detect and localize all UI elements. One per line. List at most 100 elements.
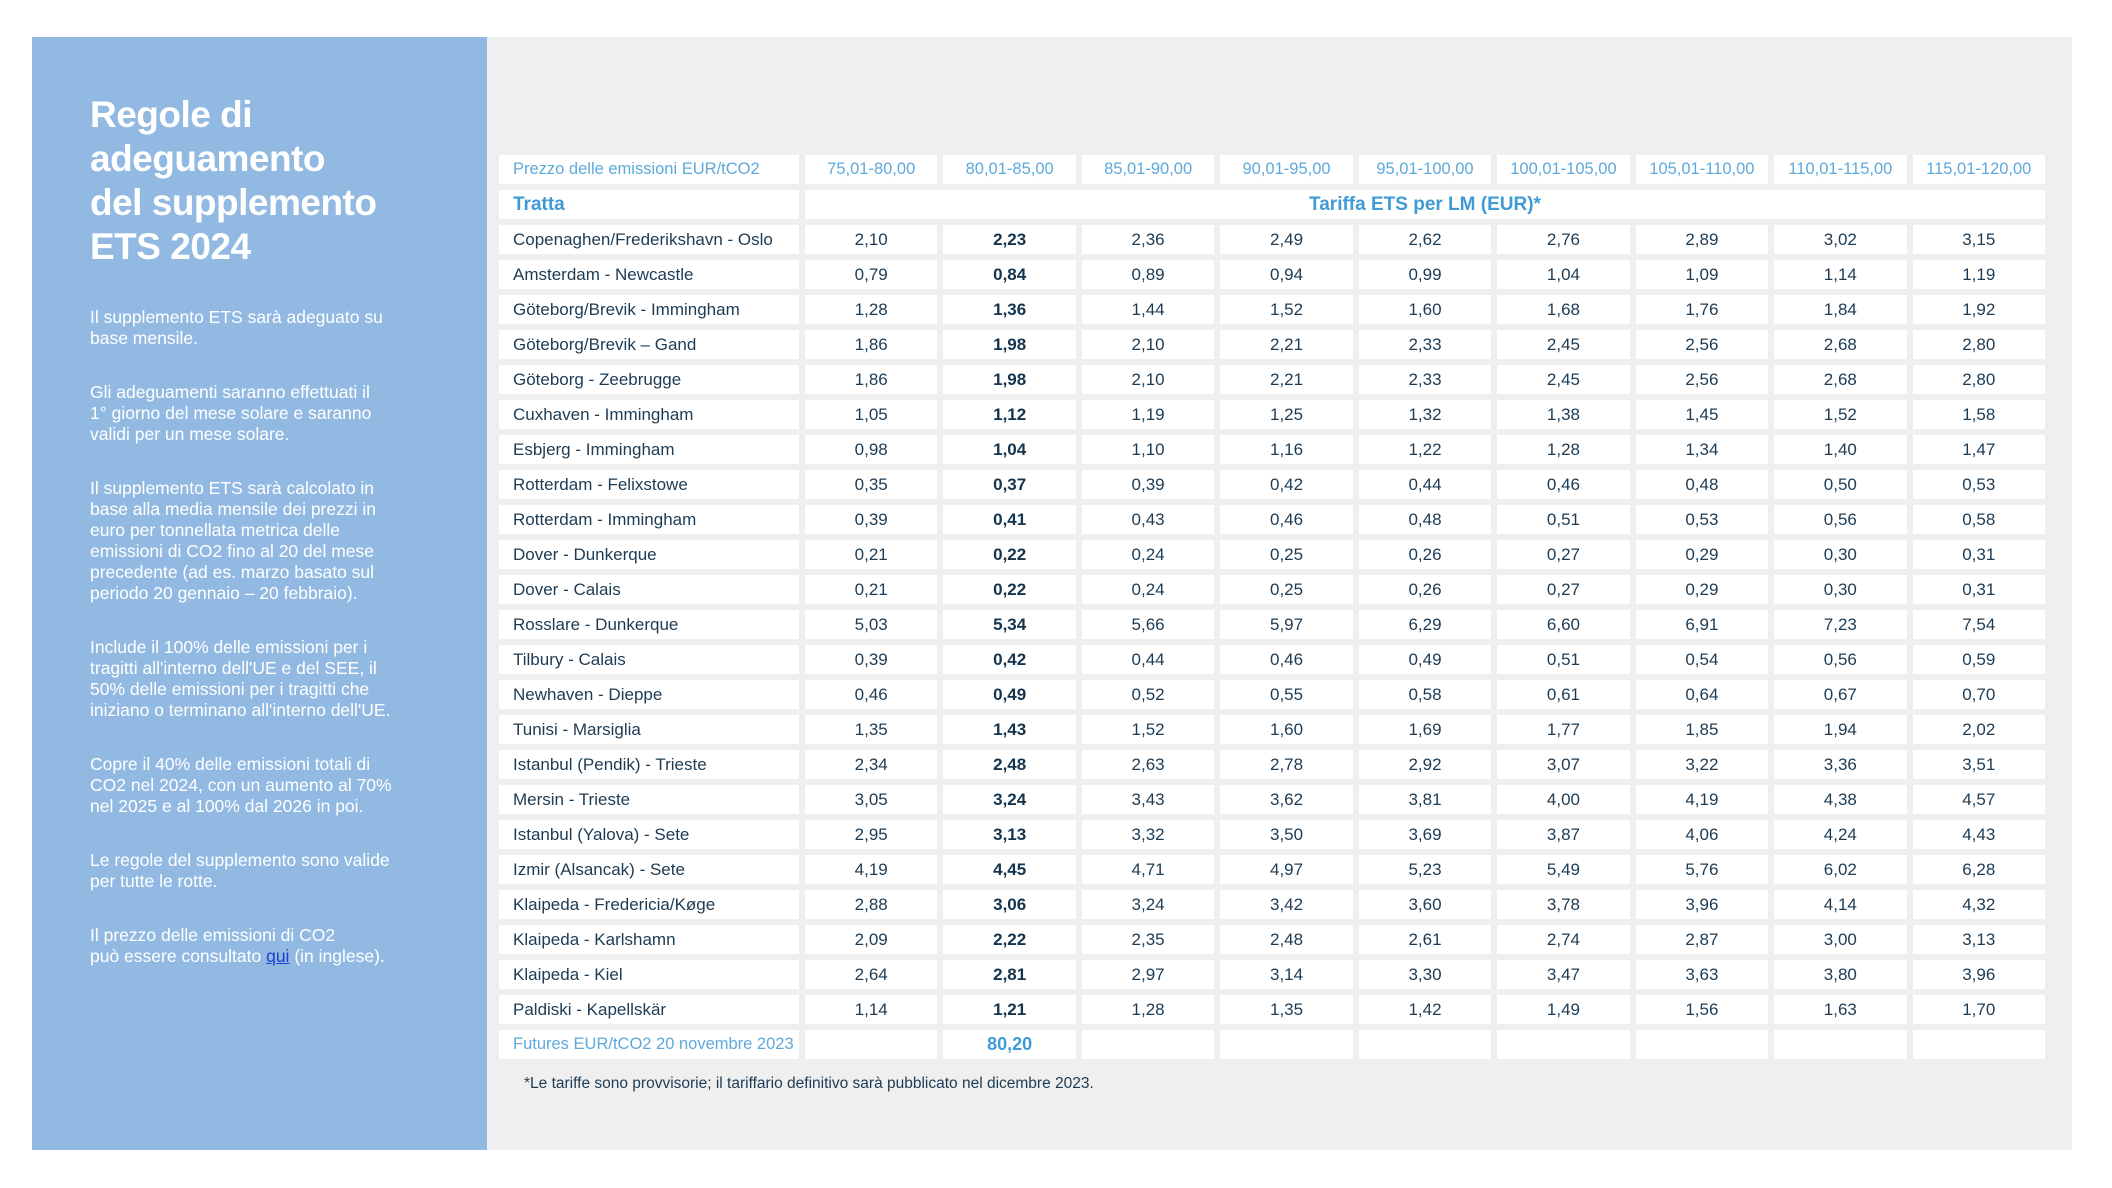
- tariff-cell: 0,42: [1220, 470, 1353, 499]
- tariff-cell: 0,41: [943, 505, 1076, 534]
- route-cell: Göteborg/Brevik - Immingham: [499, 295, 799, 324]
- tariff-cell: 2,10: [1081, 330, 1215, 359]
- tariff-cell: 0,30: [1774, 575, 1907, 604]
- tariff-cell: 1,19: [1912, 260, 2045, 289]
- futures-cell: 80,20: [943, 1030, 1076, 1059]
- tariff-cell: 4,32: [1912, 890, 2045, 919]
- tariff-cell: 4,38: [1774, 785, 1907, 814]
- tariff-cell: 1,32: [1358, 400, 1492, 429]
- tariff-cell: 1,04: [1497, 260, 1630, 289]
- tariff-cell: 2,45: [1497, 365, 1630, 394]
- route-cell: Copenaghen/Frederikshavn - Oslo: [499, 225, 799, 254]
- tariff-cell: 2,09: [805, 925, 938, 954]
- tariff-cell: 3,47: [1497, 960, 1630, 989]
- tariff-cell: 3,96: [1912, 960, 2045, 989]
- tariff-cell: 0,58: [1912, 505, 2045, 534]
- tariff-cell: 2,89: [1635, 225, 1769, 254]
- tariff-cell: 0,24: [1081, 575, 1215, 604]
- tariff-cell: 2,92: [1358, 750, 1492, 779]
- tariff-cell: 3,00: [1774, 925, 1907, 954]
- tariff-cell: 2,64: [805, 960, 938, 989]
- tariff-cell: 2,22: [943, 925, 1076, 954]
- futures-cell: [1358, 1030, 1492, 1059]
- tariff-table: Prezzo delle emissioni EUR/tCO2 Tratta T…: [499, 155, 2045, 1059]
- tariff-cell: 3,07: [1497, 750, 1630, 779]
- route-cell: Amsterdam - Newcastle: [499, 260, 799, 289]
- tariff-cell: 3,36: [1774, 750, 1907, 779]
- futures-cell: [1220, 1030, 1353, 1059]
- route-cell: Newhaven - Dieppe: [499, 680, 799, 709]
- tariff-cell: 3,60: [1358, 890, 1492, 919]
- emission-price-header: Prezzo delle emissioni EUR/tCO2: [499, 155, 799, 184]
- tariff-cell: 3,62: [1220, 785, 1353, 814]
- route-cell: Mersin - Trieste: [499, 785, 799, 814]
- tariff-cell: 0,46: [805, 680, 938, 709]
- tariff-cell: 5,66: [1081, 610, 1215, 639]
- futures-cell: [1912, 1030, 2045, 1059]
- tariff-cell: 4,19: [805, 855, 938, 884]
- tariff-cell: 2,21: [1220, 330, 1353, 359]
- tariff-cell: 1,14: [805, 995, 938, 1024]
- tariff-cell: 2,10: [805, 225, 938, 254]
- tariff-cell: 5,23: [1358, 855, 1492, 884]
- tariff-cell: 0,39: [805, 645, 938, 674]
- tariff-cell: 4,00: [1497, 785, 1630, 814]
- tariff-cell: 3,80: [1774, 960, 1907, 989]
- tariff-cell: 0,48: [1635, 470, 1769, 499]
- route-cell: Istanbul (Yalova) - Sete: [499, 820, 799, 849]
- tariff-cell: 1,28: [1081, 995, 1215, 1024]
- tariff-cell: 2,61: [1358, 925, 1492, 954]
- tariff-cell: 0,49: [943, 680, 1076, 709]
- tariff-cell: 3,96: [1635, 890, 1769, 919]
- tariff-cell: 1,68: [1497, 295, 1630, 324]
- tariff-cell: 3,05: [805, 785, 938, 814]
- tariff-cell: 0,50: [1774, 470, 1907, 499]
- tariff-cell: 0,26: [1358, 540, 1492, 569]
- tariff-cell: 2,33: [1358, 330, 1492, 359]
- tariff-cell: 1,63: [1774, 995, 1907, 1024]
- tariff-cell: 0,29: [1635, 575, 1769, 604]
- tariff-cell: 0,21: [805, 540, 938, 569]
- route-cell: Cuxhaven - Immingham: [499, 400, 799, 429]
- tariff-cell: 3,43: [1081, 785, 1215, 814]
- tariff-cell: 5,03: [805, 610, 938, 639]
- sidebar-paragraph-co2-price: Il prezzo delle emissioni di CO2 può ess…: [90, 925, 437, 967]
- tariff-cell: 3,81: [1358, 785, 1492, 814]
- sidebar: Regole di adeguamento del supplemento ET…: [32, 37, 487, 1150]
- route-cell: Esbjerg - Immingham: [499, 435, 799, 464]
- tariff-cell: 0,27: [1497, 575, 1630, 604]
- tariff-cell: 2,80: [1912, 365, 2045, 394]
- co2-price-text-pre: Il prezzo delle emissioni di CO2 può ess…: [90, 925, 336, 966]
- tariff-cell: 2,56: [1635, 365, 1769, 394]
- tariff-cell: 1,42: [1358, 995, 1492, 1024]
- tariff-cell: 2,97: [1081, 960, 1215, 989]
- sidebar-paragraph-calculation: Il supplemento ETS sarà calcolato in bas…: [90, 478, 376, 603]
- tariff-cell: 0,31: [1912, 540, 2045, 569]
- tariff-cell: 0,42: [943, 645, 1076, 674]
- tariff-cell: 0,51: [1497, 505, 1630, 534]
- tariff-cell: 1,35: [1220, 995, 1353, 1024]
- tariff-cell: 1,36: [943, 295, 1076, 324]
- price-range-header: 100,01-105,00: [1497, 155, 1630, 184]
- futures-cell: [1774, 1030, 1907, 1059]
- co2-price-link[interactable]: qui: [266, 946, 290, 966]
- tariff-cell: 1,21: [943, 995, 1076, 1024]
- tariff-cell: 1,12: [943, 400, 1076, 429]
- content-panel: Prezzo delle emissioni EUR/tCO2 Tratta T…: [487, 37, 2072, 1150]
- tariff-cell: 2,63: [1081, 750, 1215, 779]
- tariff-cell: 3,30: [1358, 960, 1492, 989]
- tariff-cell: 3,42: [1220, 890, 1353, 919]
- tariff-cell: 3,32: [1081, 820, 1215, 849]
- tariff-cell: 6,28: [1912, 855, 2045, 884]
- tariff-cell: 2,95: [805, 820, 938, 849]
- tariff-cell: 1,69: [1358, 715, 1492, 744]
- tariff-cell: 0,51: [1497, 645, 1630, 674]
- tariff-cell: 1,52: [1220, 295, 1353, 324]
- tariff-cell: 1,44: [1081, 295, 1215, 324]
- tariff-cell: 0,44: [1081, 645, 1215, 674]
- tariff-cell: 0,54: [1635, 645, 1769, 674]
- tariff-cell: 1,70: [1912, 995, 2045, 1024]
- tariff-cell: 1,40: [1774, 435, 1907, 464]
- tariff-cell: 4,06: [1635, 820, 1769, 849]
